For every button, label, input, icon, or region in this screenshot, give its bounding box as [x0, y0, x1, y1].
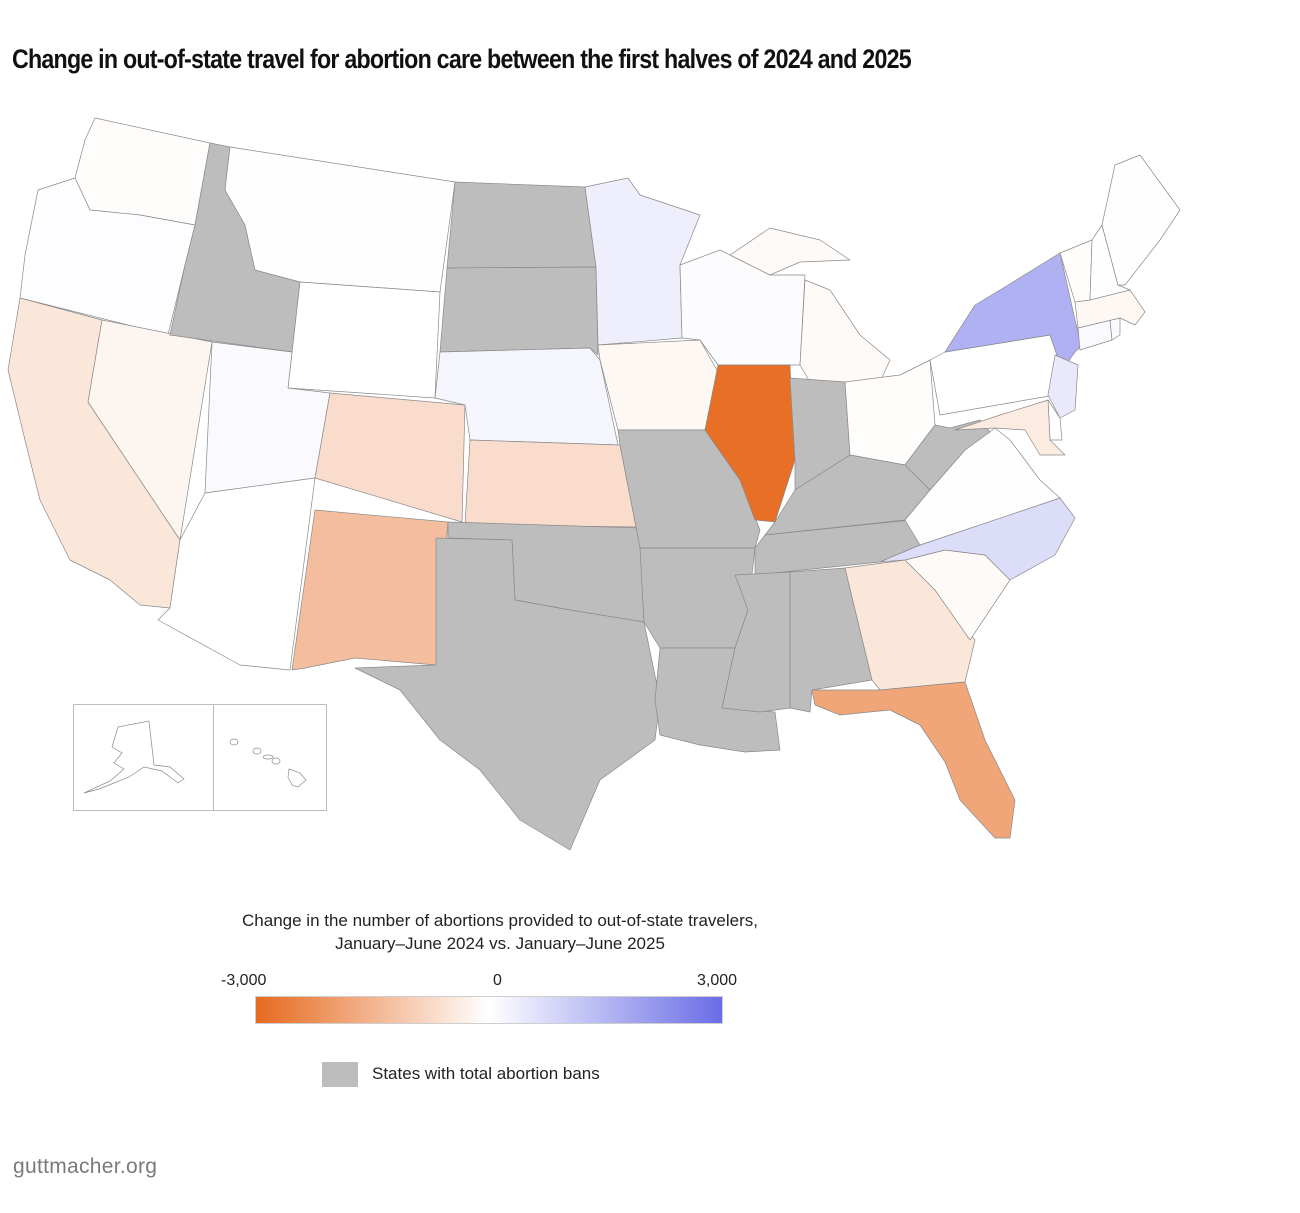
state-me [1101, 154, 1181, 286]
legend-min-label: -3,000 [221, 972, 267, 989]
legend-color-scale [255, 996, 723, 1024]
hawaii-inset [213, 704, 327, 811]
alaska-inset [73, 704, 215, 811]
state-fl [811, 681, 1016, 839]
state-co [314, 392, 466, 523]
state-ia [597, 339, 719, 431]
legend-max-label: 3,000 [697, 972, 738, 989]
ban-legend-label: States with total abortion bans [372, 1064, 600, 1083]
state-nm [291, 509, 449, 671]
state-wa [74, 117, 211, 226]
legend-title-line-2: January–June 2024 vs. January–June 2025 [335, 934, 665, 953]
state-az [157, 477, 316, 671]
state-md [954, 399, 1066, 456]
state-sd [439, 266, 599, 356]
state-wy [287, 281, 441, 399]
state-tx [354, 537, 661, 851]
legend-title-line-1: Change in the number of abortions provid… [242, 911, 758, 930]
legend-title: Change in the number of abortions provid… [170, 909, 830, 955]
state-nh [1089, 224, 1131, 301]
ban-legend-swatch [322, 1062, 358, 1087]
chart-title: Change in out-of-state travel for aborti… [12, 44, 912, 74]
state-ks [464, 439, 637, 528]
state-nj [1047, 354, 1079, 419]
state-ar [639, 547, 756, 649]
state-ri [1109, 317, 1121, 341]
states-layer [7, 117, 1181, 851]
state-mt [224, 146, 456, 293]
hawaii-outline-icon [229, 738, 307, 788]
us-choropleth-map [7, 117, 1181, 851]
legend-mid-label: 0 [493, 972, 502, 989]
state-nd [446, 181, 597, 269]
source-credit: guttmacher.org [13, 1155, 158, 1178]
alaska-outline-icon [83, 720, 185, 794]
